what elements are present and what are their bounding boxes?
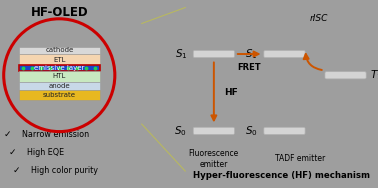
Bar xyxy=(19,47,100,55)
FancyBboxPatch shape xyxy=(325,72,366,79)
Text: High color purity: High color purity xyxy=(31,166,99,175)
Text: HF-OLED: HF-OLED xyxy=(31,6,88,19)
Text: substrate: substrate xyxy=(43,92,76,98)
FancyBboxPatch shape xyxy=(264,127,305,134)
Text: emissive layer: emissive layer xyxy=(34,65,84,71)
Text: cathode: cathode xyxy=(45,48,73,53)
Text: Narrow emission: Narrow emission xyxy=(22,130,89,139)
Text: HF: HF xyxy=(224,88,238,97)
Text: $S_0$: $S_0$ xyxy=(174,124,187,138)
FancyBboxPatch shape xyxy=(193,127,234,134)
Text: ✓: ✓ xyxy=(8,148,16,157)
Text: HTL: HTL xyxy=(53,74,66,79)
Text: Fluorescence
emitter: Fluorescence emitter xyxy=(189,149,239,169)
Text: High EQE: High EQE xyxy=(27,148,64,157)
Text: ✓: ✓ xyxy=(4,130,11,139)
Bar xyxy=(19,82,100,90)
Text: FRET: FRET xyxy=(237,63,261,72)
Text: Hyper-fluorescence (HF) mechanism: Hyper-fluorescence (HF) mechanism xyxy=(193,171,370,180)
Text: $S_1$: $S_1$ xyxy=(175,47,187,61)
Text: rISC: rISC xyxy=(310,14,328,23)
Text: $S_1$: $S_1$ xyxy=(245,47,258,61)
Text: ✓: ✓ xyxy=(13,166,20,175)
Bar xyxy=(19,71,100,82)
Text: TADF emitter: TADF emitter xyxy=(275,154,325,163)
Text: anode: anode xyxy=(48,83,70,89)
Bar xyxy=(19,55,100,65)
Bar xyxy=(19,65,100,71)
Text: ETL: ETL xyxy=(53,57,65,63)
Text: $S_0$: $S_0$ xyxy=(245,124,258,138)
Bar xyxy=(19,90,100,100)
FancyBboxPatch shape xyxy=(193,50,234,58)
Text: $T_1$: $T_1$ xyxy=(370,68,378,82)
FancyBboxPatch shape xyxy=(264,50,305,58)
